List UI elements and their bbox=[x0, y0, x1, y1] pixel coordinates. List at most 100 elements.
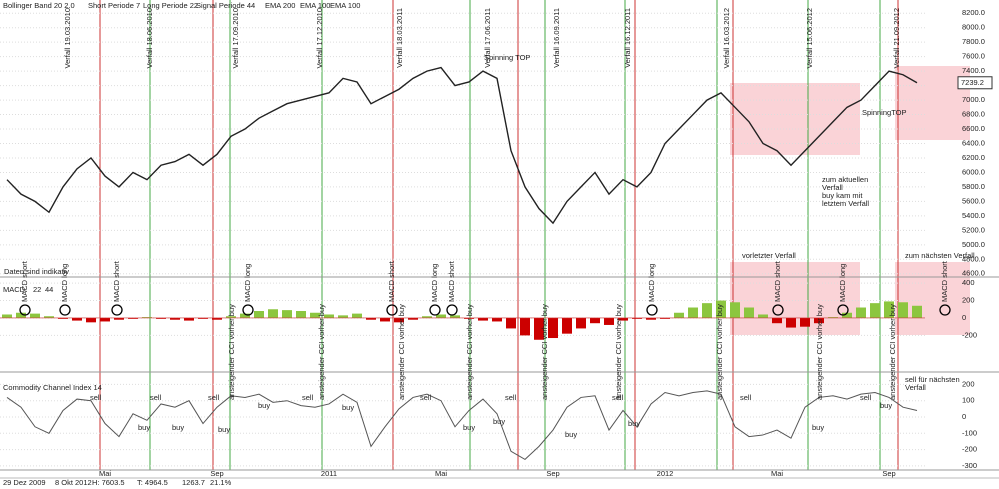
header-label: Signal Periode 44 bbox=[196, 1, 255, 10]
bar bbox=[170, 317, 180, 320]
last-price-label: 7239.2 bbox=[961, 78, 984, 87]
y-tick-label: 8000.0 bbox=[962, 23, 985, 32]
bar bbox=[30, 313, 40, 318]
cci-signal: buy bbox=[138, 423, 150, 432]
note: zum nächsten Verfall bbox=[905, 251, 975, 260]
cci-signal: sell bbox=[150, 393, 162, 402]
bar bbox=[338, 315, 348, 318]
signal-circle bbox=[19, 304, 31, 316]
bar bbox=[100, 317, 110, 322]
macd-signal: MACD short bbox=[20, 260, 29, 302]
y-tick-label: 5800.0 bbox=[962, 182, 985, 191]
bar bbox=[870, 303, 880, 318]
last-price-box bbox=[957, 76, 993, 90]
header-label: Bollinger Band 20 2.0 bbox=[3, 1, 75, 10]
bar bbox=[688, 307, 698, 318]
bar bbox=[506, 317, 516, 329]
bar bbox=[2, 314, 12, 318]
bar bbox=[282, 310, 292, 318]
bar bbox=[786, 317, 796, 328]
cci-signal: sell bbox=[302, 393, 314, 402]
y-tick-label: 200 bbox=[962, 379, 975, 388]
expiry-label: Verfall 17.09.2010 bbox=[231, 8, 240, 68]
zone bbox=[895, 262, 970, 335]
bar bbox=[44, 316, 54, 318]
y-tick-label: -200 bbox=[962, 330, 977, 339]
bar bbox=[716, 300, 726, 318]
macd-name: MACD bbox=[3, 285, 26, 294]
y-tick-label: 0 bbox=[962, 412, 966, 421]
x-tick-label: Mai bbox=[435, 469, 447, 478]
footer-label: T: 4964.5 bbox=[137, 478, 168, 487]
macd-signal: MACD long bbox=[243, 264, 252, 302]
bar bbox=[212, 317, 222, 320]
bar bbox=[114, 317, 124, 320]
bar bbox=[772, 317, 782, 324]
macd-signal: MACD long bbox=[430, 264, 439, 302]
bar bbox=[450, 315, 460, 318]
footer-label: 8 Okt 2012 bbox=[55, 478, 92, 487]
expiry-label: Verfall 16.09.2011 bbox=[552, 8, 561, 68]
bar bbox=[184, 317, 194, 321]
cci-note: ansteigender CCI vorher buy bbox=[888, 304, 897, 400]
y-tick-label: 4600.0 bbox=[962, 269, 985, 278]
expiry-label: Verfall 18.03.2011 bbox=[395, 8, 404, 68]
macd-param: 44 bbox=[45, 285, 53, 294]
signal-circle bbox=[646, 304, 658, 316]
bar bbox=[254, 311, 264, 318]
zone bbox=[730, 83, 860, 155]
macd-signal: MACD short bbox=[773, 260, 782, 302]
y-tick-label: 7600.0 bbox=[962, 52, 985, 61]
y-tick-label: 0 bbox=[962, 313, 966, 322]
note: letztem Verfall bbox=[822, 199, 869, 208]
signal-circle bbox=[59, 304, 71, 316]
cci-signal: buy bbox=[880, 401, 892, 410]
x-tick-label: Sep bbox=[546, 469, 559, 478]
bar bbox=[646, 317, 656, 320]
bar bbox=[758, 314, 768, 318]
macd-signal: MACD short bbox=[447, 260, 456, 302]
cci-signal: sell bbox=[505, 393, 517, 402]
y-tick-label: 4800.0 bbox=[962, 254, 985, 263]
expiry-label: Verfall 19.03.2010 bbox=[63, 8, 72, 68]
cci-signal: buy bbox=[812, 423, 824, 432]
expiry-label: Verfall 16.03.2012 bbox=[722, 8, 731, 68]
cci-signal: sell bbox=[420, 393, 432, 402]
cci-note: ansteigender CCI vorher buy bbox=[614, 304, 623, 400]
bar bbox=[492, 317, 502, 322]
y-tick-label: 5400.0 bbox=[962, 211, 985, 220]
macd-signal: MACD long bbox=[60, 264, 69, 302]
signal-circle bbox=[772, 304, 784, 316]
y-tick-label: 5200.0 bbox=[962, 225, 985, 234]
cci-signal: buy bbox=[565, 430, 577, 439]
bar bbox=[912, 305, 922, 318]
cci-note: ansteigender CCI vorher buy bbox=[540, 304, 549, 400]
bar bbox=[366, 317, 376, 320]
bar bbox=[562, 317, 572, 334]
note: zum aktuellen bbox=[822, 175, 868, 184]
note: sell für nächsten bbox=[905, 375, 960, 384]
series-line bbox=[6, 390, 918, 461]
cci-signal: buy bbox=[628, 419, 640, 428]
bar bbox=[730, 302, 740, 318]
cci-signal: buy bbox=[258, 401, 270, 410]
cci-note: ansteigender CCI vorher buy bbox=[397, 304, 406, 400]
macd-signal: MACD long bbox=[838, 264, 847, 302]
bar bbox=[828, 317, 838, 318]
y-tick-label: 6600.0 bbox=[962, 124, 985, 133]
expiry-label: Verfall 17.12.2010 bbox=[315, 8, 324, 68]
bar bbox=[842, 312, 852, 318]
bar bbox=[394, 317, 404, 323]
bar bbox=[744, 307, 754, 318]
x-tick-label: Sep bbox=[210, 469, 223, 478]
cci-note: ansteigender CCI vorher buy bbox=[465, 304, 474, 400]
macd-signal: MACD short bbox=[112, 260, 121, 302]
header-label: EMA 200 bbox=[265, 1, 295, 10]
bar bbox=[856, 307, 866, 318]
header-label: Long Periode 22 bbox=[143, 1, 198, 10]
note: buy kam mit bbox=[822, 191, 863, 200]
y-tick-label: 7800.0 bbox=[962, 37, 985, 46]
bar bbox=[240, 313, 250, 318]
note: Verfall bbox=[905, 383, 926, 392]
bar bbox=[310, 312, 320, 318]
